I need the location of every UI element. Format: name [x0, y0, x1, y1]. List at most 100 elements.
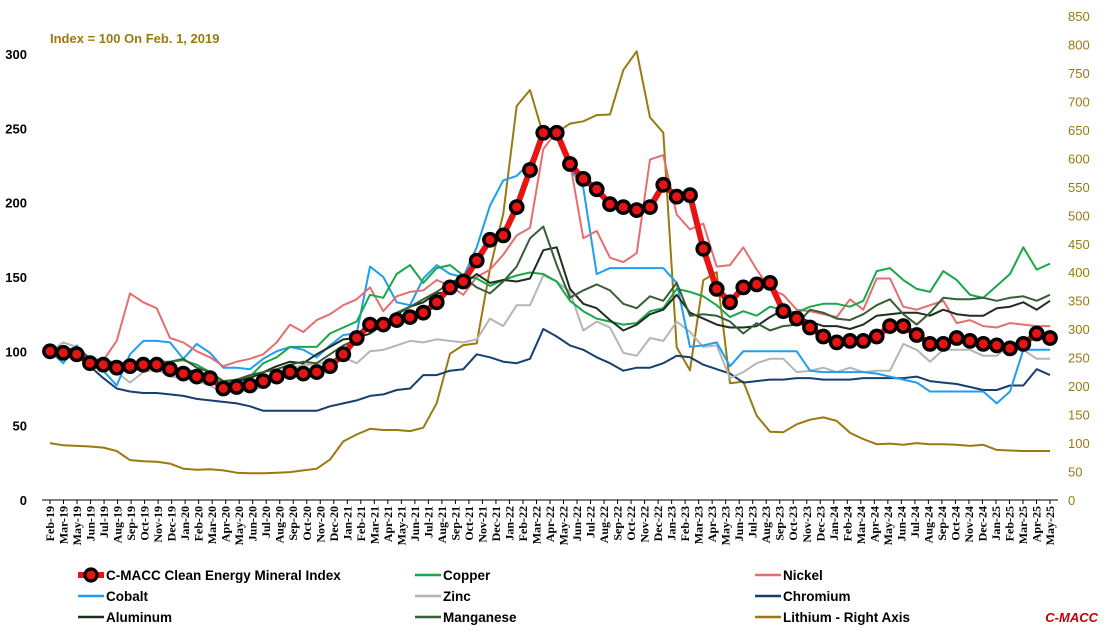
legend-label: Nickel: [783, 568, 823, 583]
x-tick-apr-21: Apr-21: [381, 506, 395, 542]
index-point: [1028, 325, 1045, 342]
index-point: [468, 252, 485, 269]
series-line-nickel: [49, 130, 1050, 368]
x-tick-may-23: May-23: [719, 506, 733, 545]
index-point: [95, 356, 112, 373]
index-point: [828, 334, 845, 351]
x-tick-sep-23: Sep-23: [773, 506, 787, 541]
x-tick-dec-22: Dec-22: [651, 506, 665, 541]
x-tick-nov-20: Nov-20: [313, 506, 327, 543]
x-tick-may-19: May-19: [70, 506, 84, 545]
index-point: [615, 199, 632, 216]
index-point: [282, 364, 298, 380]
index-point: [948, 330, 965, 346]
x-tick-feb-22: Feb-22: [516, 506, 530, 541]
x-tick-may-20: May-20: [232, 506, 246, 545]
plot-area: [42, 50, 1058, 475]
x-tick-jan-24: Jan-24: [827, 506, 841, 541]
x-tick-sep-21: Sep-21: [448, 506, 462, 541]
index-point: [762, 274, 778, 291]
legend-item-chromium: Chromium: [755, 589, 851, 604]
x-tick-jun-22: Jun-22: [570, 506, 584, 541]
x-tick-jul-24: Jul-24: [908, 506, 922, 538]
x-tick-jul-22: Jul-22: [584, 506, 598, 538]
x-tick-nov-23: Nov-23: [800, 506, 814, 543]
right-axis-ticks: 0 50 100 150 200 250 300 350 400 450 500 550 600 650 7…: [1068, 9, 1090, 508]
index-point: [388, 312, 405, 328]
left-axis-ticks: 0 50 100 150 200 250 300: [5, 47, 27, 508]
x-tick-feb-20: Feb-20: [192, 506, 206, 541]
index-point: [375, 316, 392, 333]
y-left-tick-100: 100: [5, 344, 27, 359]
index-point: [362, 316, 378, 333]
x-tick-jun-19: Jun-19: [84, 506, 98, 541]
index-point: [735, 279, 752, 296]
y-right-tick-150: 150: [1068, 408, 1090, 423]
x-tick-jul-19: Jul-19: [97, 506, 111, 538]
index-point: [682, 187, 698, 204]
x-tick-jan-23: Jan-23: [665, 506, 679, 541]
y-right-tick-200: 200: [1068, 379, 1090, 394]
x-tick-mar-23: Mar-23: [692, 506, 706, 544]
x-tick-nov-19: Nov-19: [151, 506, 165, 543]
index-point: [655, 176, 672, 193]
x-tick-jul-21: Jul-21: [421, 506, 435, 538]
y-right-tick-500: 500: [1068, 208, 1090, 223]
index-point: [295, 365, 312, 382]
x-tick-oct-22: Oct-22: [624, 506, 638, 541]
index-point: [842, 332, 858, 349]
index-point: [268, 368, 285, 385]
index-point: [255, 373, 272, 389]
x-tick-sep-22: Sep-22: [611, 506, 625, 541]
legend-label: Zinc: [443, 589, 471, 604]
x-tick-apr-20: Apr-20: [219, 506, 233, 542]
source-label: C-MACC: [1045, 610, 1098, 625]
index-point: [922, 335, 938, 352]
index-point: [642, 199, 658, 216]
index-point: [68, 346, 85, 363]
index-point: [348, 330, 365, 346]
x-tick-oct-19: Oct-19: [138, 506, 152, 541]
x-tick-oct-23: Oct-23: [786, 506, 800, 541]
index-point: [242, 377, 258, 394]
index-point: [575, 170, 592, 187]
x-tick-may-22: May-22: [557, 506, 571, 545]
x-tick-feb-23: Feb-23: [678, 506, 692, 541]
index-point: [442, 279, 458, 296]
index-point: [868, 328, 885, 345]
index-point: [42, 343, 58, 360]
y-right-tick-550: 550: [1068, 180, 1090, 195]
index-point: [135, 356, 152, 373]
index-point: [602, 196, 618, 213]
index-point: [428, 294, 445, 311]
index-point: [508, 199, 525, 216]
x-tick-jul-20: Jul-20: [259, 506, 273, 538]
series-nickel: [49, 130, 1050, 368]
x-tick-mar-20: Mar-20: [205, 506, 219, 544]
index-point: [482, 231, 498, 248]
index-point: [522, 162, 538, 178]
legend-item-aluminum: Aluminum: [78, 610, 172, 625]
index-point: [748, 276, 765, 293]
x-tick-oct-24: Oct-24: [948, 506, 962, 541]
x-tick-jan-25: Jan-25: [989, 506, 1003, 541]
y-right-tick-650: 650: [1068, 123, 1090, 138]
x-tick-dec-20: Dec-20: [327, 506, 341, 541]
x-tick-dec-19: Dec-19: [165, 506, 179, 541]
x-tick-dec-24: Dec-24: [975, 506, 989, 541]
x-tick-may-21: May-21: [394, 506, 408, 545]
x-tick-mar-24: Mar-24: [854, 506, 868, 544]
index-point: [708, 280, 725, 297]
index-point: [82, 355, 98, 372]
legend-item-zinc: Zinc: [415, 589, 471, 604]
y-left-tick-300: 300: [5, 47, 27, 62]
x-tick-mar-25: Mar-25: [1016, 506, 1030, 544]
index-point: [815, 328, 832, 345]
x-tick-jan-21: Jan-21: [340, 506, 354, 541]
legend-item-nickel: Nickel: [755, 568, 823, 583]
index-annotation: Index = 100 On Feb. 1, 2019: [50, 31, 219, 46]
index-point: [215, 380, 232, 397]
y-right-tick-700: 700: [1068, 94, 1090, 109]
x-tick-aug-19: Aug-19: [111, 506, 125, 543]
x-tick-jun-21: Jun-21: [408, 506, 422, 541]
